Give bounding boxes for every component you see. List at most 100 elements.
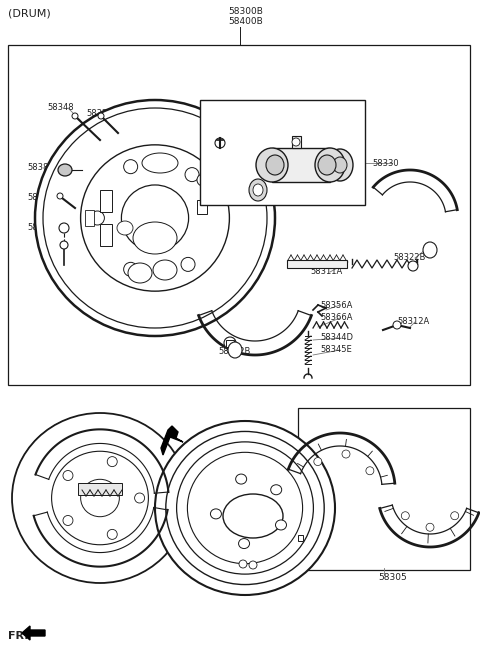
- Bar: [226, 340, 234, 347]
- Text: 58323: 58323: [27, 194, 54, 203]
- Ellipse shape: [90, 211, 105, 225]
- Ellipse shape: [177, 442, 313, 574]
- Ellipse shape: [124, 262, 138, 277]
- Text: 58332A: 58332A: [270, 167, 302, 177]
- Ellipse shape: [142, 153, 178, 173]
- Text: 58305: 58305: [378, 574, 407, 583]
- Bar: [298, 408, 470, 570]
- Ellipse shape: [314, 458, 322, 466]
- Ellipse shape: [107, 456, 117, 466]
- Ellipse shape: [166, 432, 324, 585]
- Ellipse shape: [63, 470, 73, 481]
- Ellipse shape: [63, 515, 73, 525]
- Ellipse shape: [236, 474, 247, 484]
- Bar: [78, 483, 122, 495]
- Ellipse shape: [451, 511, 459, 520]
- Bar: [327, 157, 340, 173]
- Text: 58322B: 58322B: [393, 254, 425, 262]
- Ellipse shape: [215, 138, 225, 148]
- Ellipse shape: [249, 561, 257, 569]
- Text: 1220FS: 1220FS: [288, 547, 319, 555]
- Text: FR.: FR.: [8, 631, 28, 641]
- Ellipse shape: [401, 511, 409, 520]
- Bar: [100, 190, 112, 212]
- Bar: [8, 45, 470, 385]
- Bar: [200, 100, 365, 205]
- Text: 58348: 58348: [47, 103, 73, 112]
- Ellipse shape: [223, 494, 283, 538]
- Ellipse shape: [187, 453, 302, 564]
- Bar: [292, 136, 301, 148]
- Ellipse shape: [59, 223, 69, 233]
- Text: 58330: 58330: [372, 158, 398, 167]
- Ellipse shape: [318, 155, 336, 175]
- Ellipse shape: [81, 479, 120, 517]
- Ellipse shape: [181, 258, 195, 271]
- Text: 58311A: 58311A: [310, 267, 342, 277]
- Ellipse shape: [256, 148, 288, 182]
- Ellipse shape: [98, 113, 104, 119]
- Ellipse shape: [58, 164, 72, 176]
- Ellipse shape: [423, 242, 437, 258]
- Ellipse shape: [333, 157, 347, 173]
- Ellipse shape: [107, 529, 117, 540]
- Text: 58125F: 58125F: [210, 107, 241, 116]
- Ellipse shape: [266, 155, 284, 175]
- Ellipse shape: [210, 509, 221, 519]
- Text: 58356A: 58356A: [320, 300, 352, 309]
- Ellipse shape: [124, 160, 138, 174]
- Text: 58411A: 58411A: [215, 441, 247, 449]
- Text: 58366A: 58366A: [320, 313, 352, 322]
- Ellipse shape: [13, 414, 183, 578]
- Ellipse shape: [35, 100, 275, 336]
- Text: 58345E: 58345E: [320, 345, 352, 354]
- Ellipse shape: [72, 113, 78, 119]
- Ellipse shape: [271, 485, 282, 494]
- Text: 58399A: 58399A: [27, 224, 59, 233]
- Ellipse shape: [81, 145, 229, 291]
- Ellipse shape: [14, 415, 178, 573]
- Ellipse shape: [239, 538, 250, 549]
- Ellipse shape: [228, 342, 242, 358]
- Ellipse shape: [43, 108, 267, 328]
- Text: 58332A: 58332A: [210, 196, 242, 205]
- Polygon shape: [22, 626, 45, 640]
- Ellipse shape: [128, 263, 152, 283]
- Ellipse shape: [155, 421, 335, 595]
- Text: 58323: 58323: [86, 109, 113, 118]
- Text: 58312A: 58312A: [397, 317, 429, 326]
- Ellipse shape: [224, 337, 236, 349]
- Ellipse shape: [153, 260, 177, 280]
- Ellipse shape: [249, 179, 267, 201]
- Text: 58400B: 58400B: [228, 18, 263, 27]
- Ellipse shape: [239, 560, 247, 568]
- Polygon shape: [161, 426, 183, 455]
- Text: 58333E: 58333E: [295, 107, 327, 116]
- Bar: [100, 224, 112, 246]
- Ellipse shape: [133, 222, 177, 254]
- Bar: [426, 246, 434, 254]
- Ellipse shape: [57, 193, 63, 199]
- Text: 59775: 59775: [42, 254, 69, 262]
- Text: 58300B: 58300B: [228, 7, 263, 16]
- Ellipse shape: [134, 493, 144, 503]
- Ellipse shape: [253, 184, 263, 196]
- Text: (DRUM): (DRUM): [8, 9, 51, 19]
- Ellipse shape: [315, 148, 345, 182]
- Bar: [287, 260, 347, 268]
- Ellipse shape: [51, 451, 148, 545]
- Ellipse shape: [121, 185, 189, 251]
- Ellipse shape: [12, 413, 188, 583]
- Text: 58386B: 58386B: [27, 162, 60, 171]
- Ellipse shape: [197, 174, 209, 186]
- Ellipse shape: [185, 167, 199, 182]
- Bar: [272, 148, 330, 182]
- Ellipse shape: [393, 321, 401, 329]
- Ellipse shape: [117, 221, 133, 235]
- Ellipse shape: [408, 261, 418, 271]
- Bar: [85, 210, 94, 226]
- Ellipse shape: [366, 467, 374, 475]
- Ellipse shape: [60, 241, 68, 249]
- Ellipse shape: [426, 523, 434, 531]
- Bar: [231, 346, 239, 354]
